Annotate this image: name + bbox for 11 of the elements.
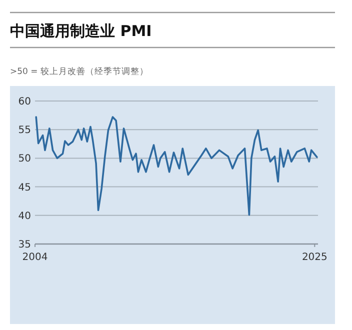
- x-tick-label: 2025: [302, 252, 328, 263]
- chart-subtitle: >50 = 较上月改善（经季节调整）: [10, 66, 148, 77]
- y-tick-label: 60: [18, 96, 31, 108]
- y-tick-label: 55: [18, 125, 31, 136]
- y-tick-label: 45: [18, 182, 31, 194]
- y-tick-label: 40: [18, 210, 31, 222]
- line-series: [35, 116, 318, 216]
- x-tick-label: 2004: [22, 252, 48, 263]
- y-tick-label: 50: [18, 154, 31, 165]
- chart-title: 中国通用制造业 PMI: [10, 22, 152, 40]
- y-tick-label: 35: [18, 240, 31, 250]
